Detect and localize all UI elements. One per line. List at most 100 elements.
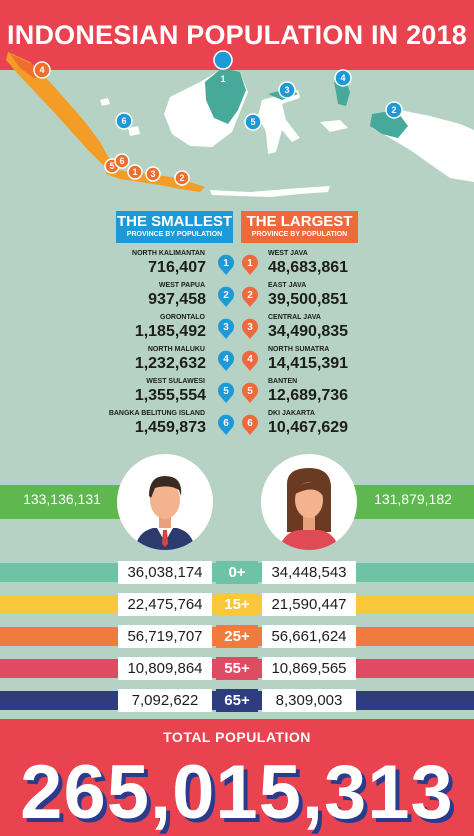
age-female-value: 34,448,543 (262, 561, 356, 584)
svg-text:5: 5 (109, 161, 114, 171)
page-title: INDONESIAN POPULATION IN 2018 (7, 20, 467, 50)
smallest-rank-pin-icon: 2 (218, 286, 234, 307)
rank-number: 1 (223, 258, 229, 269)
largest-province-name: WEST JAVA (268, 250, 308, 257)
largest-province-value: 39,500,851 (268, 291, 349, 308)
rank-number: 2 (223, 290, 229, 301)
smallest-rank-pin-icon: 5 (218, 382, 234, 403)
age-male-value: 7,092,622 (118, 689, 212, 712)
age-male-value: 56,719,707 (118, 625, 212, 648)
rank-number: 4 (223, 354, 229, 365)
smallest-subheading: PROVINCE BY POPULATION (126, 231, 223, 238)
sumatra-island (6, 52, 110, 166)
indonesia-map: 1 2 3 4 5 6 4 5 6 1 3 2 (6, 50, 474, 197)
female-band (340, 485, 474, 519)
largest-province-value: 10,467,629 (268, 419, 349, 436)
age-group-label: 25+ (216, 625, 258, 648)
smallest-heading: THE SMALLEST (117, 213, 232, 230)
rank-number: 1 (247, 258, 253, 269)
age-group-label: 15+ (216, 593, 258, 616)
male-band (0, 485, 134, 519)
smallest-province-name: NORTH MALUKU (147, 346, 205, 353)
title-band (0, 0, 474, 70)
age-group-label: 55+ (216, 657, 258, 680)
rank-number: 5 (223, 386, 229, 397)
smallest-province-name: WEST SULAWESI (146, 378, 205, 385)
svg-text:4: 4 (39, 65, 44, 75)
rank-number: 4 (247, 354, 253, 365)
smallest-province-name: GORONTALO (160, 314, 205, 321)
smallest-rank-pin-icon: 1 (218, 254, 234, 275)
age-group-label: 0+ (216, 561, 258, 584)
age-group-label: 65+ (216, 689, 258, 712)
age-male-value: 36,038,174 (118, 561, 212, 584)
age-female-value: 10,869,565 (262, 657, 356, 680)
largest-rank-pin-icon: 5 (242, 382, 258, 403)
pin-orange-4: 4 (33, 61, 51, 79)
largest-province-value: 48,683,861 (268, 259, 349, 276)
rank-number: 2 (247, 290, 253, 301)
svg-text:5: 5 (250, 117, 255, 127)
smallest-rank-pin-icon: 6 (218, 414, 234, 435)
svg-text:1: 1 (220, 74, 225, 84)
age-male-value: 22,475,764 (118, 593, 212, 616)
largest-province-value: 14,415,391 (268, 355, 349, 372)
male-total: 133,136,131 (23, 491, 101, 507)
age-female-value: 8,309,003 (262, 689, 356, 712)
largest-header: THE LARGEST PROVINCE BY POPULATION (241, 211, 358, 243)
svg-text:6: 6 (119, 156, 124, 166)
rank-number: 5 (247, 386, 253, 397)
pin-blue-6: 6 (115, 112, 133, 130)
svg-text:4: 4 (340, 73, 345, 83)
pin-blue-4: 4 (334, 69, 352, 87)
largest-province-name: NORTH SUMATRA (268, 346, 330, 353)
rank-number: 6 (247, 418, 253, 429)
pin-blue-2: 2 (385, 101, 403, 119)
smallest-header: THE SMALLEST PROVINCE BY POPULATION (116, 211, 233, 243)
svg-text:6: 6 (121, 116, 126, 126)
smallest-rank-pin-icon: 3 (218, 318, 234, 339)
smallest-province-value: 716,407 (148, 259, 206, 276)
svg-text:3: 3 (150, 169, 155, 179)
largest-province-value: 34,490,835 (268, 323, 349, 340)
smallest-province-value: 1,185,492 (134, 323, 206, 340)
maluku-south (320, 120, 348, 132)
svg-text:1: 1 (132, 167, 137, 177)
female-avatar (261, 454, 357, 550)
male-avatar (117, 454, 213, 550)
age-male-value: 10,809,864 (118, 657, 212, 680)
largest-rank-pin-icon: 2 (242, 286, 258, 307)
north-kalimantan (205, 68, 246, 124)
pin-orange-1: 1 (127, 164, 143, 180)
largest-rank-pin-icon: 4 (242, 350, 258, 371)
total-label: TOTAL POPULATION (163, 729, 311, 745)
svg-text:2: 2 (179, 173, 184, 183)
smallest-province-value: 1,459,873 (134, 419, 206, 436)
nusa-islands (210, 186, 330, 197)
smallest-province-value: 1,232,632 (134, 355, 206, 372)
largest-province-name: BANTEN (268, 378, 298, 385)
smallest-province-value: 1,355,554 (134, 387, 206, 404)
rank-number: 3 (223, 322, 229, 333)
largest-province-name: EAST JAVA (268, 282, 307, 289)
pin-orange-2: 2 (174, 170, 190, 186)
pin-orange-3: 3 (145, 166, 161, 182)
largest-province-value: 12,689,736 (268, 387, 349, 404)
svg-text:2: 2 (391, 105, 396, 115)
age-female-value: 21,590,447 (262, 593, 356, 616)
pin-blue-3: 3 (278, 81, 296, 99)
riau-islands (100, 98, 110, 106)
largest-rank-pin-icon: 6 (242, 414, 258, 435)
pin-orange-6: 6 (114, 153, 130, 169)
rank-number: 3 (247, 322, 253, 333)
largest-rank-pin-icon: 1 (242, 254, 258, 275)
smallest-province-name: WEST PAPUA (158, 282, 205, 289)
total-value: 265,015,313 (20, 750, 454, 835)
largest-province-name: DKI JAKARTA (268, 410, 315, 417)
smallest-province-name: BANGKA BELITUNG ISLAND (108, 410, 205, 417)
smallest-province-value: 937,458 (148, 291, 206, 308)
smallest-province-name: NORTH KALIMANTAN (132, 250, 205, 257)
largest-rank-pin-icon: 3 (242, 318, 258, 339)
bangka-island (128, 126, 140, 136)
rank-number: 6 (223, 418, 229, 429)
